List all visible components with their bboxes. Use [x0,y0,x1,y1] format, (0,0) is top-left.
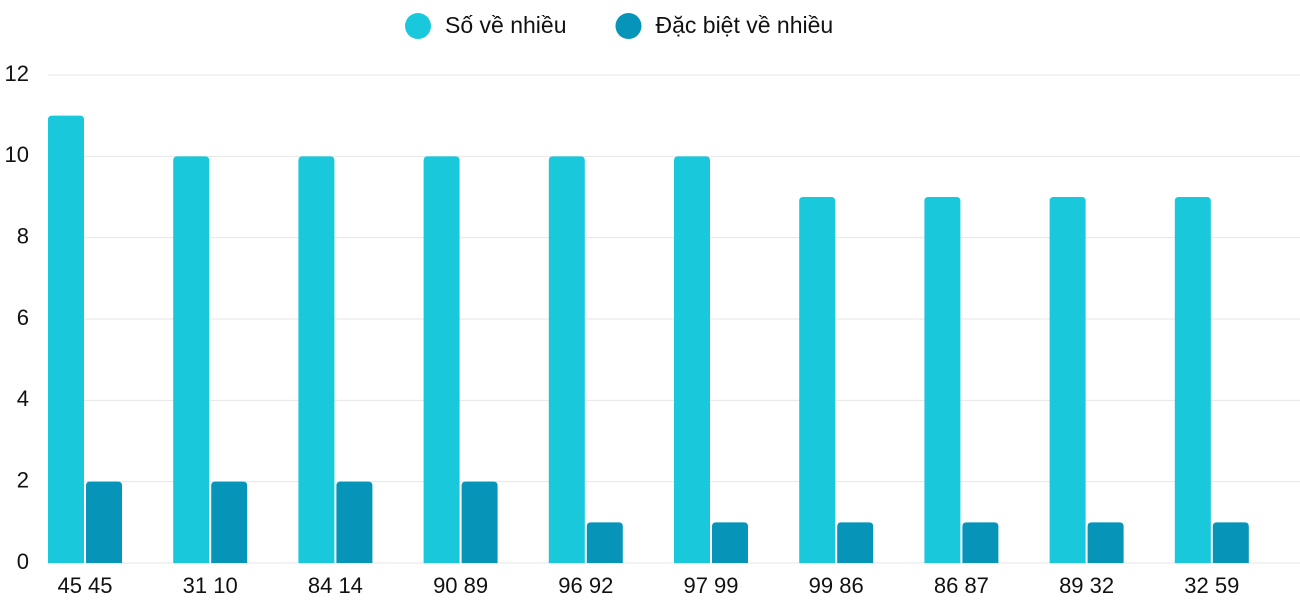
x-tick-label: 97 99 [683,573,738,598]
bar [461,481,498,563]
x-tick-label: 84 14 [308,573,363,598]
bar [1212,522,1249,563]
bar [837,522,874,563]
x-tick-label: 89 32 [1059,573,1114,598]
bar [298,156,335,564]
legend-label: Đặc biệt về nhiều [655,12,833,38]
y-tick-label: 4 [17,386,29,411]
y-tick-label: 6 [17,305,29,330]
legend-label: Số về nhiều [445,12,566,38]
x-tick-label: 32 59 [1184,573,1239,598]
bar [423,156,460,564]
bar [1049,197,1086,563]
y-tick-label: 2 [17,467,29,492]
bar [962,522,999,563]
y-tick-label: 12 [5,61,29,86]
legend-swatch [405,13,431,39]
y-tick-label: 8 [17,223,29,248]
bar [1087,522,1124,563]
bar [799,197,836,563]
legend-swatch [615,13,642,39]
bar [86,481,122,563]
bar [674,156,710,564]
x-tick-label: 99 86 [809,573,864,598]
y-tick-label: 0 [17,549,29,574]
x-tick-label: 96 92 [558,573,613,598]
bar [173,156,210,564]
y-tick-label: 10 [5,142,29,167]
x-tick-label: 90 89 [433,573,488,598]
x-tick-label: 31 10 [183,573,238,598]
bar [712,522,748,563]
bar [48,115,84,564]
x-tick-label: 86 87 [934,573,989,598]
bar [336,481,373,563]
bar [924,197,961,563]
bar [548,156,585,564]
bar [586,522,623,563]
bar [1174,197,1211,563]
x-tick-label: 45 45 [57,573,112,598]
bar [211,481,248,563]
